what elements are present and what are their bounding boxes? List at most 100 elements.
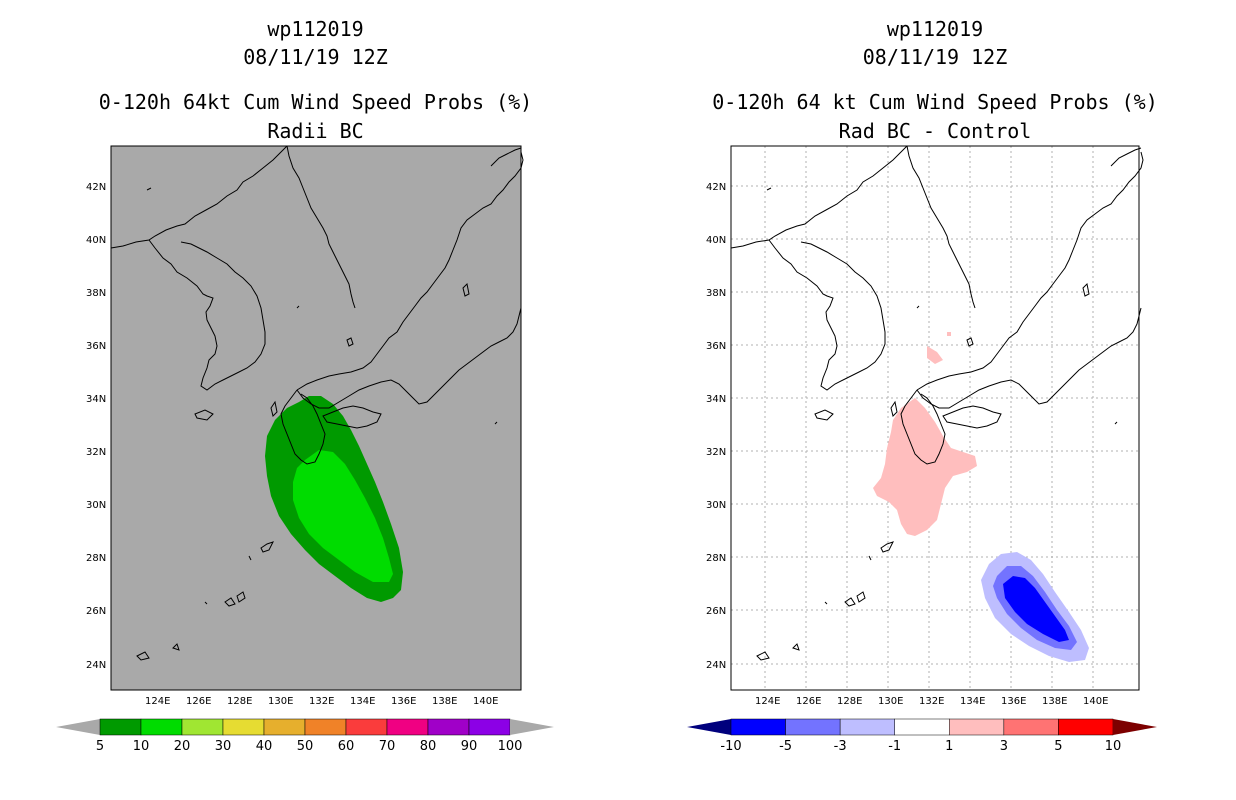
left-colorbar-swatch bbox=[468, 718, 511, 736]
right-lat-label: 26N bbox=[706, 606, 726, 617]
right-lon-label: 140E bbox=[1083, 696, 1108, 707]
left-colorbar-low-arrow bbox=[56, 719, 100, 735]
right-colorbar-swatch bbox=[839, 718, 895, 736]
left-colorbar: 5 10 20 30 40 50 60 70 80 90 100 bbox=[56, 718, 554, 754]
left-lon-label: 126E bbox=[186, 696, 211, 707]
right-colorbar-label: 1 bbox=[945, 739, 953, 754]
right-lat-label: 40N bbox=[706, 235, 726, 246]
right-lon-label: 130E bbox=[878, 696, 903, 707]
right-diff-region-neg-5 bbox=[1003, 576, 1069, 642]
left-lon-label: 140E bbox=[473, 696, 498, 707]
left-lat-label: 28N bbox=[86, 553, 106, 564]
right-colorbar-label: 10 bbox=[1105, 739, 1122, 754]
right-lat-label: 42N bbox=[706, 182, 726, 193]
left-colorbar-swatch bbox=[427, 718, 470, 736]
right-lon-label: 124E bbox=[755, 696, 780, 707]
right-map-background bbox=[731, 146, 1139, 690]
right-lat-label: 28N bbox=[706, 553, 726, 564]
right-title-product: 0-120h 64 kt Cum Wind Speed Probs (%) bbox=[712, 90, 1158, 114]
left-lat-label: 40N bbox=[86, 235, 106, 246]
right-colorbar-label: -1 bbox=[888, 739, 901, 754]
left-title-product: 0-120h 64kt Cum Wind Speed Probs (%) bbox=[98, 90, 533, 114]
right-diff-region-positive-small bbox=[927, 346, 943, 364]
left-lat-label: 36N bbox=[86, 341, 106, 352]
left-lat-label: 42N bbox=[86, 182, 106, 193]
left-lat-axis: 42N 40N 38N 36N 34N 32N 30N 28N 26N 24N bbox=[86, 182, 106, 671]
left-lat-label: 32N bbox=[86, 447, 106, 458]
right-colorbar-swatch bbox=[730, 718, 786, 736]
left-colorbar-swatch bbox=[181, 718, 224, 736]
left-lon-axis: 124E 126E 128E 130E 132E 134E 136E 138E … bbox=[145, 696, 498, 707]
left-colorbar-high-arrow bbox=[510, 719, 554, 735]
left-colorbar-label: 90 bbox=[461, 739, 478, 754]
right-lon-label: 128E bbox=[837, 696, 862, 707]
left-colorbar-swatch bbox=[222, 718, 265, 736]
left-lon-label: 134E bbox=[350, 696, 375, 707]
right-lat-label: 30N bbox=[706, 500, 726, 511]
left-lat-label: 34N bbox=[86, 394, 106, 405]
left-title-date: 08/11/19 12Z bbox=[243, 45, 388, 69]
left-colorbar-label: 50 bbox=[297, 739, 314, 754]
left-colorbar-label: 40 bbox=[256, 739, 273, 754]
left-colorbar-label: 10 bbox=[133, 739, 150, 754]
left-colorbar-label: 70 bbox=[379, 739, 396, 754]
right-lat-label: 32N bbox=[706, 447, 726, 458]
left-lon-label: 124E bbox=[145, 696, 170, 707]
left-lon-label: 130E bbox=[268, 696, 293, 707]
right-diff-region-positive bbox=[873, 398, 977, 536]
right-colorbar-swatch bbox=[894, 718, 950, 736]
left-lat-label: 30N bbox=[86, 500, 106, 511]
right-colorbar-label: 5 bbox=[1054, 739, 1062, 754]
left-colorbar-label: 80 bbox=[420, 739, 437, 754]
left-map bbox=[110, 145, 524, 690]
right-colorbar-swatch bbox=[1058, 718, 1114, 736]
left-colorbar-swatch bbox=[386, 718, 429, 736]
right-colorbar-label: -3 bbox=[834, 739, 847, 754]
right-map bbox=[730, 145, 1144, 690]
left-colorbar-swatch bbox=[99, 718, 142, 736]
left-lon-label: 138E bbox=[432, 696, 457, 707]
left-colorbar-swatch bbox=[140, 718, 183, 736]
left-prob-region-10-20 bbox=[293, 450, 393, 582]
right-colorbar: -10 -5 -3 -1 1 3 5 10 bbox=[687, 718, 1157, 754]
right-colorbar-swatch bbox=[949, 718, 1005, 736]
right-title-subtitle: Rad BC - Control bbox=[838, 119, 1032, 143]
left-lat-label: 24N bbox=[86, 660, 106, 671]
right-title-storm: wp112019 bbox=[886, 17, 984, 41]
left-colorbar-label: 30 bbox=[215, 739, 232, 754]
right-colorbar-high-arrow bbox=[1113, 719, 1157, 735]
left-lat-label: 26N bbox=[86, 606, 106, 617]
right-lat-axis: 42N 40N 38N 36N 34N 32N 30N 28N 26N 24N bbox=[706, 182, 726, 671]
right-colorbar-swatch bbox=[785, 718, 841, 736]
left-colorbar-swatch bbox=[263, 718, 306, 736]
right-colorbar-low-arrow bbox=[687, 719, 731, 735]
left-lat-label: 38N bbox=[86, 288, 106, 299]
left-lon-label: 132E bbox=[309, 696, 334, 707]
right-colorbar-label: 3 bbox=[1000, 739, 1008, 754]
left-colorbar-label: 100 bbox=[498, 739, 523, 754]
right-grid bbox=[731, 146, 1139, 690]
left-title-storm: wp112019 bbox=[267, 17, 364, 41]
left-title-subtitle: Radii BC bbox=[267, 119, 364, 143]
right-colorbar-label: -5 bbox=[779, 739, 792, 754]
right-lon-axis: 124E 126E 128E 130E 132E 134E 136E 138E … bbox=[755, 696, 1108, 707]
left-lon-label: 128E bbox=[227, 696, 252, 707]
right-lon-label: 136E bbox=[1001, 696, 1026, 707]
left-colorbar-label: 60 bbox=[338, 739, 355, 754]
right-diff-region-positive-dot bbox=[947, 332, 951, 336]
right-lat-label: 36N bbox=[706, 341, 726, 352]
left-colorbar-label: 20 bbox=[174, 739, 191, 754]
right-lat-label: 34N bbox=[706, 394, 726, 405]
right-lat-label: 38N bbox=[706, 288, 726, 299]
right-colorbar-swatch bbox=[1003, 718, 1059, 736]
left-colorbar-swatch bbox=[345, 718, 388, 736]
right-lon-label: 126E bbox=[796, 696, 821, 707]
right-title-date: 08/11/19 12Z bbox=[862, 45, 1008, 69]
left-colorbar-label: 5 bbox=[96, 739, 104, 754]
left-lon-label: 136E bbox=[391, 696, 416, 707]
right-lon-label: 134E bbox=[960, 696, 985, 707]
right-lon-label: 138E bbox=[1042, 696, 1067, 707]
right-colorbar-label: -10 bbox=[720, 739, 741, 754]
right-lon-label: 132E bbox=[919, 696, 944, 707]
